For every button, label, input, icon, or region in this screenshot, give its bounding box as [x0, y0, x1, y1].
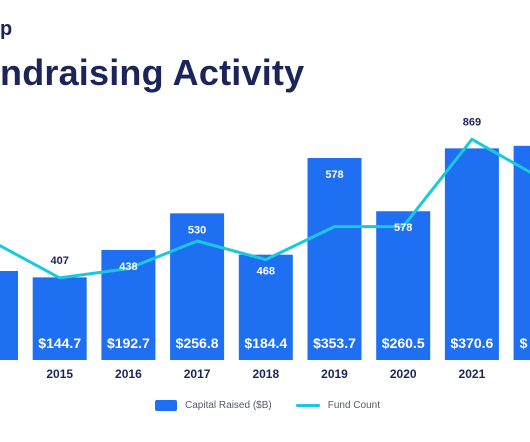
bar-2021 [444, 148, 499, 360]
line-layer [0, 137, 530, 280]
bar-value-label-2021: $370.6 [450, 335, 493, 351]
legend-item-capital: Capital Raised ($B) [155, 400, 272, 411]
bar-value-label-2022: $ [520, 335, 528, 351]
bar-2019 [307, 158, 362, 360]
title-partial-text: p [0, 18, 13, 40]
bar-2015 [32, 277, 87, 360]
x-tick-label-2017: 2017 [184, 367, 211, 381]
line-value-label-2018: 468 [257, 266, 275, 278]
bar-value-label-2016: $192.7 [107, 335, 150, 351]
chart-title: ndraising Activity [0, 52, 305, 93]
series-line-fund-count [0, 137, 530, 280]
bar-2014 [0, 271, 18, 360]
legend-item-fund-count: Fund Count [295, 400, 380, 411]
bar-value-label-2018: $184.4 [244, 335, 287, 351]
x-tick-label-2020: 2020 [390, 367, 417, 381]
x-tick-label-2018: 2018 [252, 367, 279, 381]
bar-2022 [513, 145, 530, 360]
line-value-label-2016: 438 [119, 261, 137, 273]
bar-value-label-2015: $144.7 [38, 335, 81, 351]
line-value-label-2021: 869 [463, 116, 481, 128]
labels-layer: .9$144.7$192.7$256.8$184.4$353.7$260.5$3… [38, 116, 528, 351]
line-value-label-2015: 407 [51, 255, 69, 267]
bar-2020 [376, 211, 431, 360]
x-tick-label-2021: 2021 [459, 367, 486, 381]
x-axis: 420152016201720182019202020212 [46, 367, 486, 381]
bars-layer [0, 145, 530, 360]
bar-value-label-2017: $256.8 [176, 335, 219, 351]
bar-2018 [238, 254, 293, 360]
bar-value-label-2020: $260.5 [382, 335, 425, 351]
legend-bar-swatch [155, 400, 177, 411]
legend: Capital Raised ($B) Fund Count [155, 400, 380, 411]
bar-2017 [170, 213, 225, 360]
line-value-label-2017: 530 [188, 224, 206, 236]
line-value-label-2020: 578 [394, 222, 412, 234]
legend-label-capital: Capital Raised ($B) [185, 400, 272, 411]
x-tick-label-2015: 2015 [46, 367, 73, 381]
x-tick-label-2016: 2016 [115, 367, 142, 381]
bar-value-label-2019: $353.7 [313, 335, 356, 351]
line-value-label-2019: 578 [325, 169, 343, 181]
legend-label-fund-count: Fund Count [327, 400, 380, 411]
legend-line-swatch [295, 404, 320, 407]
x-tick-label-2019: 2019 [321, 367, 348, 381]
